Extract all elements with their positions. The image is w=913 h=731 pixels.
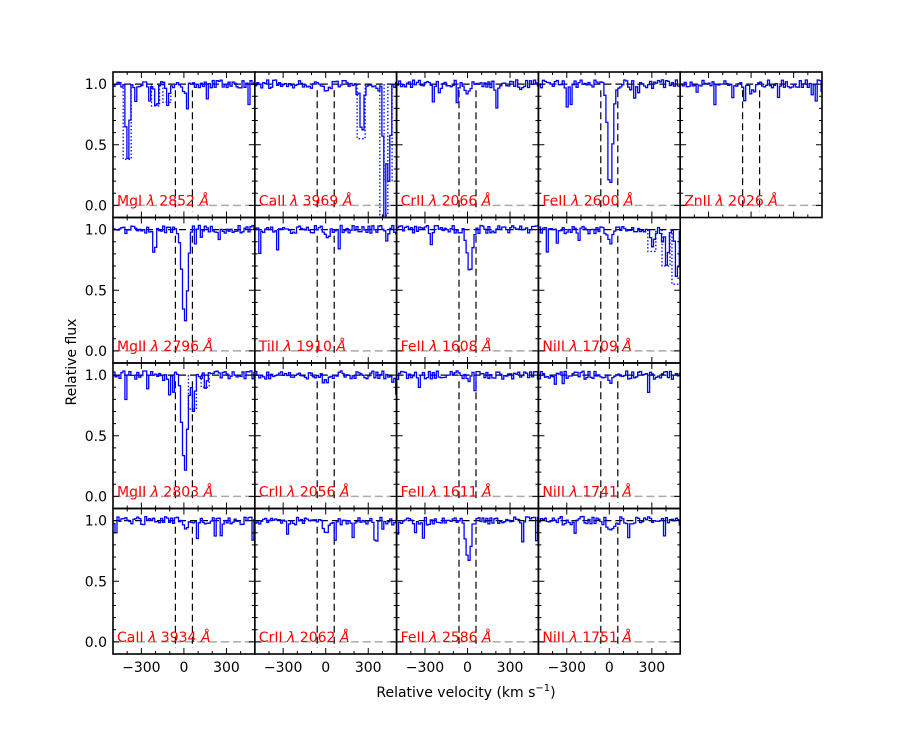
- panel-znii-2026: ZnII λ 2026 Å: [679, 71, 823, 219]
- line-label: FeII λ 1608 Å: [401, 338, 492, 355]
- spectrum-trace: [538, 79, 681, 184]
- spectrum-trace: [680, 79, 822, 106]
- spectrum-trace: [538, 515, 681, 539]
- y-tick-label: 0.0: [85, 198, 107, 214]
- line-label: FeII λ 1611 Å: [401, 484, 492, 501]
- x-tick-label: 300: [213, 660, 240, 676]
- spectrum-trace: [538, 225, 681, 277]
- line-label: CaII λ 3934 Å: [117, 629, 210, 646]
- y-tick-label: 0.0: [85, 489, 107, 505]
- x-axis-label: Relative velocity (km s−1): [376, 683, 555, 701]
- spectrum-trace: [254, 516, 397, 542]
- spectrum-trace: [396, 79, 539, 109]
- panel-niii-1751: NiII λ 1751 Å −300 0 300: [537, 507, 682, 676]
- line-label: CrII λ 2056 Å: [259, 484, 350, 501]
- panel-feii-1611: FeII λ 1611 Å: [395, 362, 540, 510]
- x-tick-label: 0: [605, 660, 614, 676]
- blend-feature-1: [661, 229, 671, 267]
- panel-feii-2600: FeII λ 2600 Å: [537, 71, 682, 219]
- x-tick-label: −300: [264, 660, 302, 676]
- line-label: FeII λ 2586 Å: [401, 629, 492, 646]
- panel-caii-3969: CaII λ 3969 Å: [254, 71, 398, 219]
- panel-mgii-2796: MgII λ 2796 Å 0.0 0.5 1.0: [85, 216, 256, 364]
- y-tick-label: 0.0: [85, 635, 107, 651]
- spectrum-trace: [254, 370, 397, 395]
- spectrum-trace: [113, 515, 255, 541]
- x-tick-label: 0: [463, 660, 472, 676]
- spectrum-trace: [538, 370, 681, 394]
- y-axis-label: Relative flux: [64, 319, 80, 406]
- line-label: CaII λ 3969 Å: [259, 193, 352, 210]
- panel-grid: MgI λ 2852 Å 0.0 0.5 1.0 CaII λ 3969 Å CrII λ…: [85, 71, 823, 676]
- line-label: CrII λ 2066 Å: [401, 193, 492, 210]
- line-label: NiII λ 1709 Å: [542, 338, 631, 355]
- blend-feature-1: [379, 84, 389, 216]
- line-label: CrII λ 2062 Å: [259, 629, 350, 646]
- line-label: MgII λ 2803 Å: [117, 484, 213, 501]
- panel-crii-2062: CrII λ 2062 Å −300 0 300: [254, 507, 398, 676]
- blend-feature-1: [150, 84, 161, 107]
- panel-mgii-2803: MgII λ 2803 Å 0.0 0.5 1.0: [85, 362, 256, 510]
- panel-caii-3934: CaII λ 3934 Å 0.0 0.5 1.0 −300 0 300: [85, 507, 256, 676]
- y-tick-label: 0.0: [85, 344, 107, 360]
- blend-feature-0: [647, 229, 657, 253]
- y-tick-label: 0.5: [85, 574, 107, 590]
- panel-niii-1741: NiII λ 1741 Å: [537, 362, 682, 510]
- spectrum-trace: [113, 370, 255, 471]
- y-tick-label: 1.0: [85, 514, 107, 530]
- y-tick-label: 0.5: [85, 429, 107, 445]
- y-tick-label: 0.5: [85, 138, 107, 154]
- x-tick-label: 300: [638, 660, 665, 676]
- x-tick-label: −300: [548, 660, 586, 676]
- x-tick-label: 0: [321, 660, 330, 676]
- x-tick-label: −300: [406, 660, 444, 676]
- y-tick-label: 1.0: [85, 77, 107, 93]
- line-label: NiII λ 1751 Å: [542, 629, 631, 646]
- spectrum-trace: [113, 224, 255, 322]
- spectrum-trace: [254, 224, 397, 254]
- line-label: MgII λ 2796 Å: [117, 338, 213, 355]
- spectrum-trace: [396, 224, 539, 271]
- x-tick-label: 300: [497, 660, 524, 676]
- x-tick-label: 0: [179, 660, 188, 676]
- panel-mgi-2852: MgI λ 2852 Å 0.0 0.5 1.0: [85, 71, 256, 219]
- spectrum-trace: [396, 516, 539, 561]
- panel-tiii-1910: TiII λ 1910 Å: [254, 216, 398, 364]
- panel-feii-2586: FeII λ 2586 Å −300 0 300: [395, 507, 540, 676]
- y-tick-label: 1.0: [85, 223, 107, 239]
- spectrum-trace: [254, 79, 397, 218]
- line-label: ZnII λ 2026 Å: [684, 193, 778, 210]
- line-label: TiII λ 1910 Å: [258, 338, 346, 355]
- x-tick-label: 300: [355, 660, 382, 676]
- panel-feii-1608: FeII λ 1608 Å: [395, 216, 540, 364]
- line-label: FeII λ 2600 Å: [542, 193, 633, 210]
- x-tick-label: −300: [122, 660, 160, 676]
- y-tick-label: 1.0: [85, 368, 107, 384]
- panel-crii-2056: CrII λ 2056 Å: [254, 362, 398, 510]
- spectrum-trace: [396, 370, 539, 392]
- line-label: MgI λ 2852 Å: [117, 193, 209, 210]
- panel-niii-1709: NiII λ 1709 Å: [537, 216, 682, 364]
- line-label: NiII λ 1741 Å: [542, 484, 631, 501]
- y-tick-label: 0.5: [85, 283, 107, 299]
- panel-crii-2066: CrII λ 2066 Å: [395, 71, 540, 219]
- spectrum-trace: [113, 79, 255, 159]
- blend-feature-2: [162, 84, 172, 103]
